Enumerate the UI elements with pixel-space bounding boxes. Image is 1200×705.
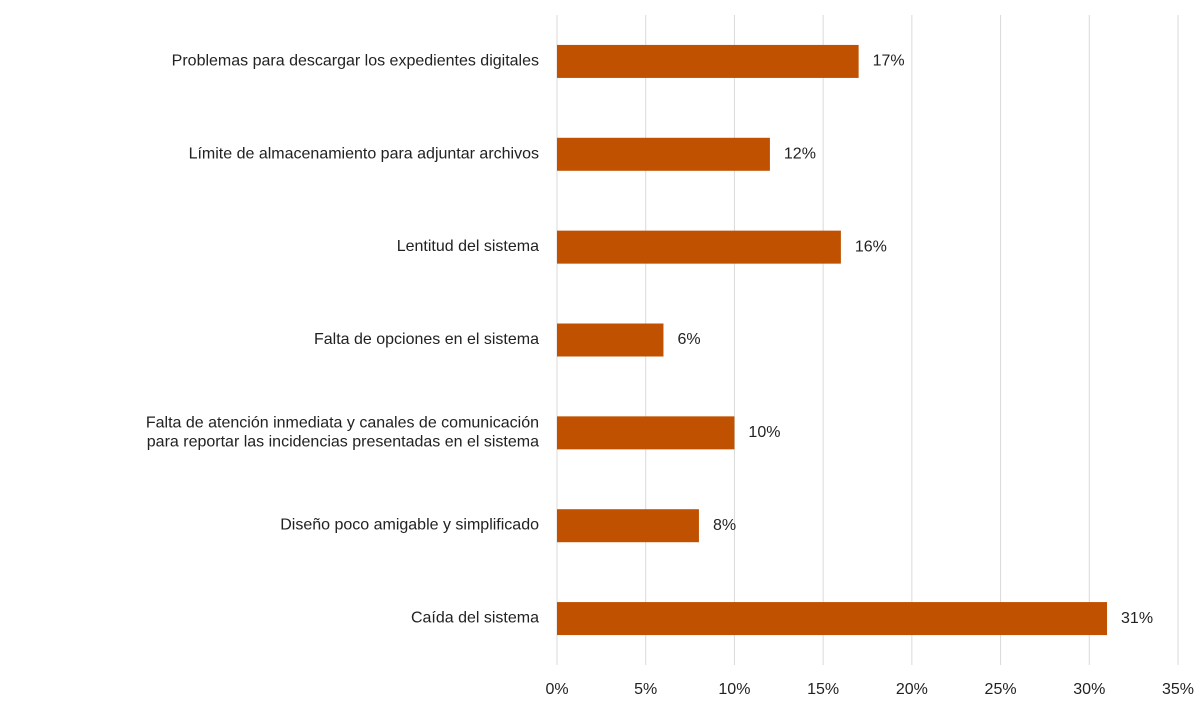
data-label: 17% bbox=[873, 53, 905, 70]
y-tick-label: Diseño poco amigable y simplificado bbox=[280, 517, 539, 534]
y-tick-label: Límite de almacenamiento para adjuntar a… bbox=[189, 146, 539, 163]
data-label: 10% bbox=[748, 424, 780, 441]
label-line: Falta de opciones en el sistema bbox=[314, 331, 539, 348]
x-tick-label: 5% bbox=[634, 681, 657, 698]
bar bbox=[557, 416, 735, 450]
x-tick-label: 0% bbox=[545, 681, 568, 698]
y-tick-label: Problemas para descargar los expedientes… bbox=[172, 53, 539, 70]
data-label: 31% bbox=[1121, 610, 1153, 627]
bar bbox=[557, 44, 859, 78]
y-tick-label: Falta de opciones en el sistema bbox=[314, 331, 539, 348]
x-tick-label: 15% bbox=[807, 681, 839, 698]
bar bbox=[557, 602, 1108, 636]
label-line: Caída del sistema bbox=[411, 610, 539, 627]
bar bbox=[557, 137, 770, 171]
label-line: Problemas para descargar los expedientes… bbox=[172, 53, 539, 70]
x-tick-label: 20% bbox=[896, 681, 928, 698]
data-label: 8% bbox=[713, 517, 736, 534]
data-label: 16% bbox=[855, 238, 887, 255]
bar bbox=[557, 509, 699, 543]
bar bbox=[557, 323, 664, 357]
label-line: Falta de atención inmediata y canales de… bbox=[146, 415, 539, 432]
data-label: 12% bbox=[784, 146, 816, 163]
label-line: para reportar las incidencias presentada… bbox=[147, 434, 539, 451]
x-tick-label: 25% bbox=[985, 681, 1017, 698]
data-label: 6% bbox=[677, 331, 700, 348]
label-line: Lentitud del sistema bbox=[397, 238, 539, 255]
y-tick-label: Falta de atención inmediata y canales de… bbox=[146, 415, 539, 451]
x-tick-label: 35% bbox=[1162, 681, 1194, 698]
y-tick-label: Caída del sistema bbox=[411, 610, 539, 627]
label-line: Límite de almacenamiento para adjuntar a… bbox=[189, 146, 539, 163]
x-tick-label: 10% bbox=[718, 681, 750, 698]
label-line: Diseño poco amigable y simplificado bbox=[280, 517, 539, 534]
y-tick-label: Lentitud del sistema bbox=[397, 238, 539, 255]
bar bbox=[557, 230, 841, 264]
x-tick-label: 30% bbox=[1073, 681, 1105, 698]
